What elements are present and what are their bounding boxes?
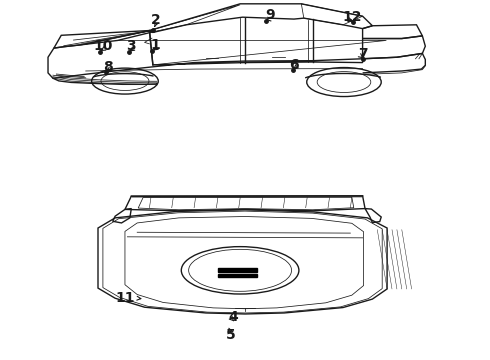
Text: 4: 4 (228, 310, 238, 324)
Text: 12: 12 (342, 10, 362, 24)
Text: 11: 11 (115, 291, 135, 305)
Text: 8: 8 (103, 60, 113, 75)
Bar (218, 268, 257, 272)
Text: 10: 10 (93, 39, 113, 53)
Text: 1: 1 (150, 39, 160, 53)
Text: 6: 6 (289, 58, 299, 72)
Text: 7: 7 (358, 47, 368, 61)
Text: 2: 2 (151, 13, 161, 27)
Text: 5: 5 (225, 328, 235, 342)
Bar (218, 274, 257, 277)
Text: 3: 3 (126, 39, 136, 53)
Text: 9: 9 (266, 8, 275, 22)
